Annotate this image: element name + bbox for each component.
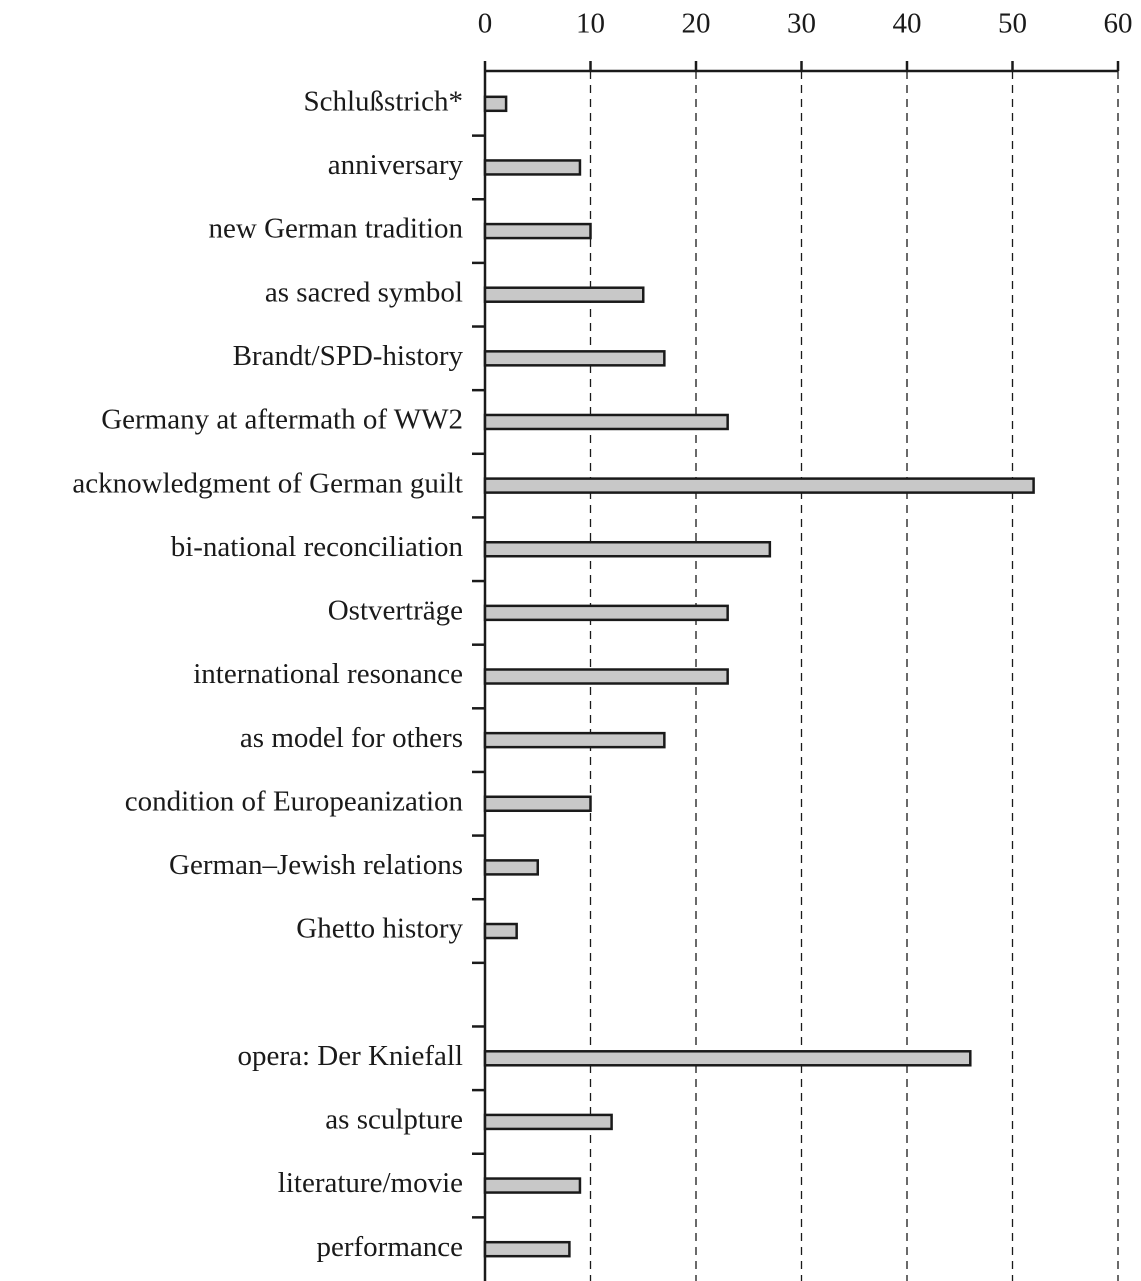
x-tick-label: 30 — [787, 8, 816, 40]
bar — [483, 604, 729, 622]
x-tick-label: 40 — [893, 8, 922, 40]
y-tick-label: opera: Der Kniefall — [238, 1040, 463, 1072]
bar — [483, 159, 582, 176]
bar — [483, 95, 508, 113]
bar — [483, 795, 592, 813]
x-tick-label: 50 — [998, 8, 1027, 40]
y-tick-label: bi-national reconciliation — [171, 531, 464, 563]
bar — [483, 540, 772, 558]
y-tick-label: condition of Europeanization — [125, 785, 464, 817]
y-tick-label: as model for others — [240, 722, 463, 754]
bar — [483, 413, 729, 431]
y-tick-label: Brandt/SPD-history — [233, 340, 464, 372]
bar — [483, 922, 518, 940]
bar — [483, 222, 592, 240]
y-tick-label: literature/movie — [278, 1167, 463, 1199]
bar — [483, 1177, 582, 1194]
y-tick-label: as sacred symbol — [265, 276, 463, 308]
bar — [483, 286, 645, 303]
bar — [483, 668, 729, 685]
y-tick-label: Ghetto history — [296, 913, 463, 945]
y-tick-label: acknowledgment of German guilt — [72, 467, 463, 499]
y-tick-label: anniversary — [328, 149, 464, 181]
y-tick-label: Ostverträge — [328, 595, 463, 627]
y-tick-label: as sculpture — [325, 1104, 463, 1136]
bar — [483, 477, 1035, 494]
x-tick-label: 10 — [576, 8, 605, 40]
bar — [483, 1113, 613, 1131]
x-tick-label: 0 — [478, 8, 493, 40]
y-tick-label: performance — [316, 1231, 463, 1263]
y-tick-label: German–Jewish relations — [169, 849, 463, 881]
y-tick-label: Germany at aftermath of WW2 — [101, 404, 463, 436]
bar — [483, 1050, 972, 1067]
x-tick-label: 20 — [682, 8, 711, 40]
x-tick-label: 60 — [1104, 8, 1133, 40]
y-tick-label: new German tradition — [209, 213, 464, 245]
bar — [483, 859, 539, 876]
bar — [483, 350, 666, 367]
bar — [483, 1240, 571, 1258]
bar — [483, 731, 666, 749]
y-tick-label: international resonance — [193, 658, 463, 690]
y-tick-label: Schlußstrich* — [304, 85, 464, 117]
